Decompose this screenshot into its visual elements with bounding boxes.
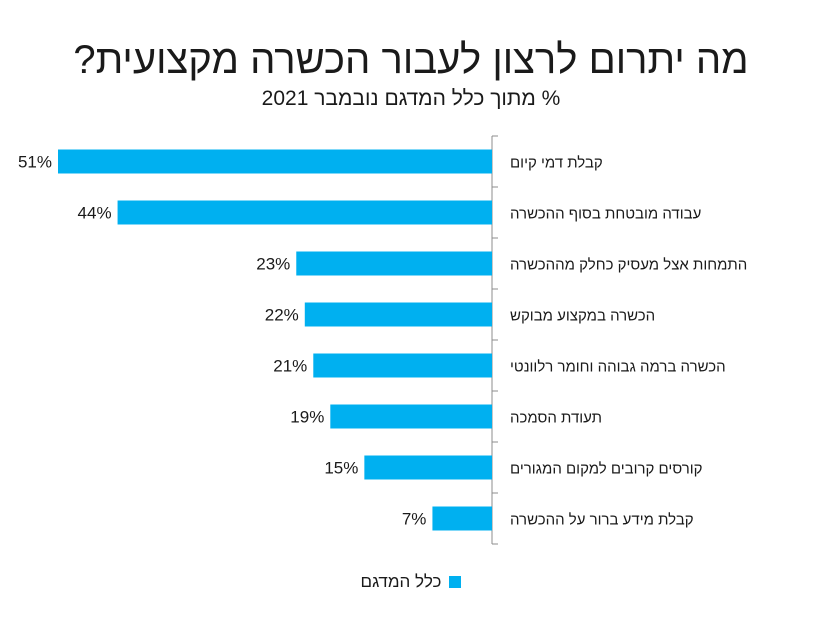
data-label: 23% [256,255,290,274]
legend: כלל המדגם [0,572,822,592]
data-label: 22% [265,306,299,325]
category-label: קורסים קרובים למקום המגורים [510,461,703,478]
data-label: 21% [273,357,307,376]
bar [296,251,492,276]
legend-swatch [449,576,462,588]
category-label: קבלת דמי קיום [510,155,603,172]
bar [432,506,492,531]
chart-subtitle: % מתוך כלל המדגם נובמבר 2021 [261,87,561,110]
category-label: הכשרה במקצוע מבוקש [510,308,655,325]
category-label: תעודת הסמכה [510,410,602,427]
data-label: 15% [324,459,358,478]
data-label: 44% [78,204,112,223]
category-label: הכשרה ברמה גבוהה וחומר רלוונטי [510,359,726,376]
chart-title: מה יתרום לרצון לעבור הכשרה מקצועית? [73,38,749,82]
legend-label: כלל המדגם [360,572,442,591]
bar [364,455,492,480]
bar [313,353,492,378]
bar [117,200,492,225]
data-label: 7% [402,510,427,529]
bar [58,149,492,174]
data-label: 19% [290,408,324,427]
category-label: עבודה מובטחת בסוף ההכשרה [510,206,701,223]
category-label: קבלת מידע ברור על ההכשרה [510,512,694,529]
bar [304,302,492,327]
data-label: 51% [18,153,52,172]
category-label: התמחות אצל מעסיק כחלק מההכשרה [510,257,747,274]
bar [330,404,492,429]
